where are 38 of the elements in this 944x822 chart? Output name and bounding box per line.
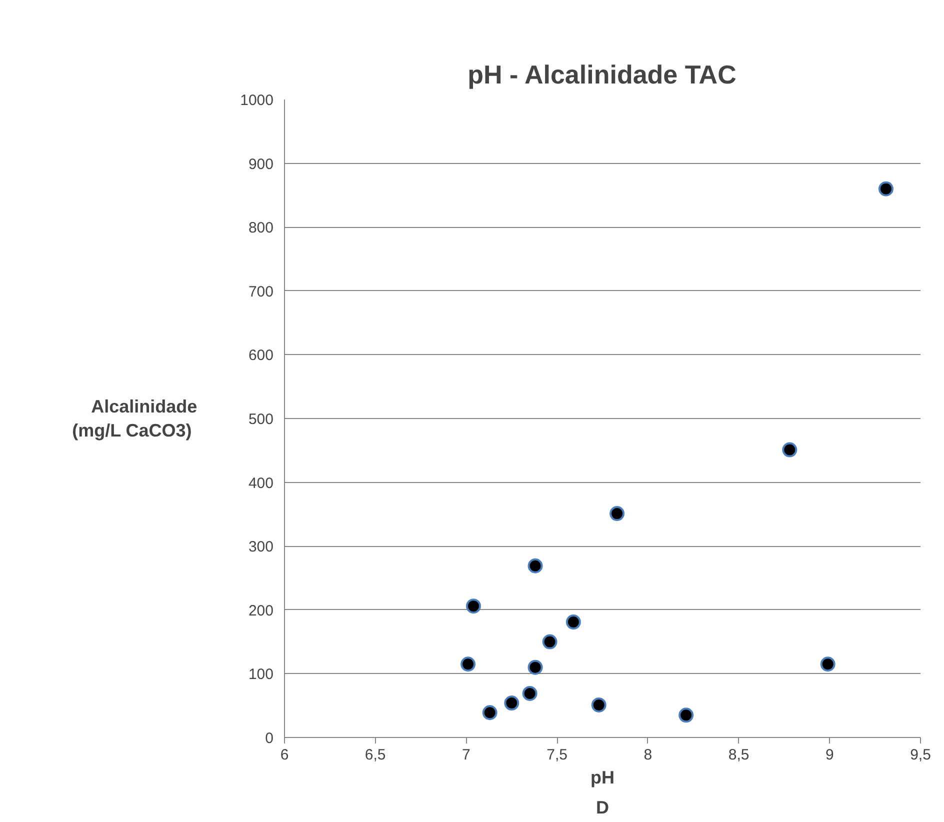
x-tick-label: 9 — [825, 746, 834, 764]
point — [522, 686, 538, 701]
text: D — [596, 798, 609, 818]
x-tick-label: 9,5 — [910, 746, 931, 764]
x-axis-title: pH — [590, 768, 615, 788]
y-tick-label: 1000 — [240, 92, 274, 109]
point — [591, 697, 606, 712]
y-tick-label: 400 — [248, 474, 274, 492]
point — [528, 660, 543, 675]
x-tick-label: 6 — [280, 746, 289, 764]
y-tick-label: 500 — [248, 411, 274, 428]
y-tick-label: 100 — [248, 666, 274, 684]
point — [482, 705, 498, 720]
point — [610, 506, 625, 522]
y-tick-label: 800 — [248, 220, 274, 237]
y-tick-label: 600 — [248, 347, 274, 364]
x-tick-label: 7,5 — [546, 746, 568, 764]
point — [878, 181, 894, 196]
point — [782, 442, 798, 458]
point — [460, 656, 476, 672]
y-tick-label: 200 — [248, 602, 274, 620]
point — [820, 656, 836, 672]
point — [528, 558, 543, 574]
point — [678, 708, 694, 723]
y-tick-label: 0 — [265, 730, 274, 747]
x-tick-label: 8 — [644, 746, 652, 764]
y-tick-label: 700 — [248, 283, 274, 300]
x-tick-label: 6,5 — [364, 746, 386, 764]
x-tick-label: 8,5 — [728, 746, 750, 764]
x-tick-label: 7 — [462, 746, 470, 764]
point — [504, 696, 520, 711]
chart-title: pH - Alcalinidade TAC — [468, 60, 737, 90]
point — [566, 614, 581, 630]
y-tick-label: 900 — [248, 156, 274, 173]
point — [466, 598, 481, 614]
y-tick-label: 300 — [248, 538, 274, 556]
point — [542, 634, 558, 650]
y-axis-title: Alcalinidade (mg/L CaCO3) — [72, 396, 198, 440]
